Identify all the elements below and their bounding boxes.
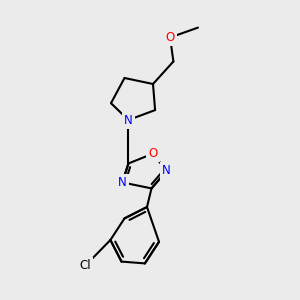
- Text: N: N: [162, 164, 171, 178]
- Text: Cl: Cl: [80, 259, 91, 272]
- Text: N: N: [124, 113, 133, 127]
- Text: N: N: [118, 176, 127, 189]
- Text: O: O: [166, 31, 175, 44]
- Text: O: O: [148, 147, 158, 160]
